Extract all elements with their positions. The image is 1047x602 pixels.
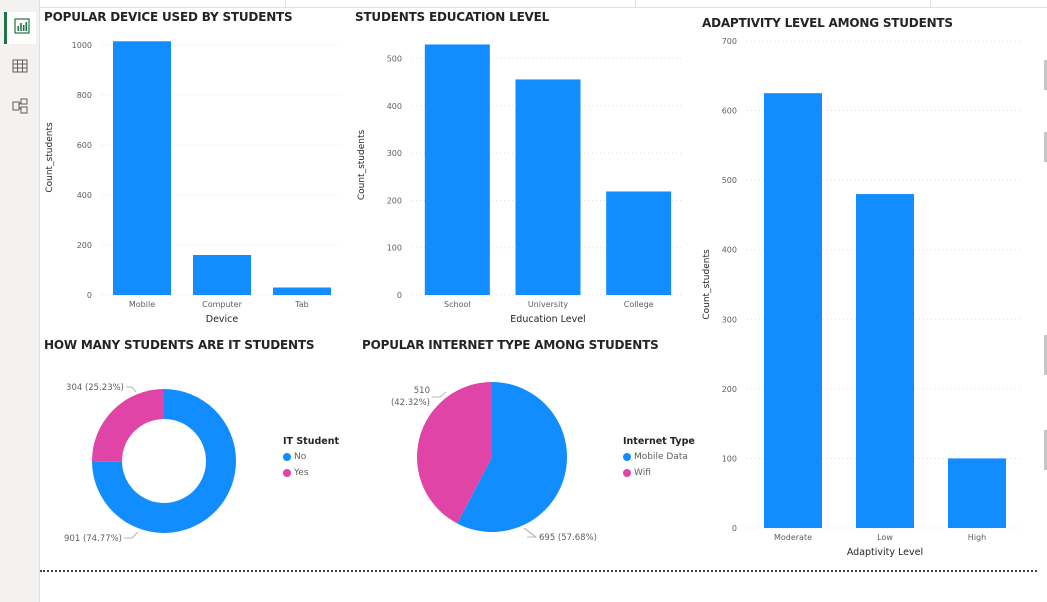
y-tick-label: 400 (722, 246, 737, 255)
adaptivity-chart-svg: 0 100 200 300 400 500 600 700 Moderate Low High Ada… (702, 37, 1023, 558)
bar-low (856, 194, 914, 529)
y-tick-label: 400 (387, 102, 402, 111)
legend-title: IT Student (283, 436, 340, 447)
legend-label: Yes (294, 468, 309, 478)
legend-label: Mobile Data (634, 452, 688, 462)
bar-high (948, 458, 1006, 528)
y-tick-label: 600 (722, 107, 737, 116)
y-axis-title: Count_students (357, 130, 367, 201)
y-tick-label: 500 (387, 55, 402, 64)
y-tick-label: 200 (722, 385, 737, 394)
y-tick-label: 600 (77, 141, 92, 150)
x-axis-title: Device (206, 314, 239, 325)
legend-dot-icon (283, 453, 291, 461)
legend-item-no[interactable]: No (283, 452, 339, 462)
it-students-donut: 304 (25.23%) 901 (74.77%) (64, 383, 236, 544)
leader-line-mobile (523, 527, 538, 538)
donut-slice-yes (92, 389, 164, 463)
y-tick-label: 1000 (72, 41, 92, 50)
page-boundary (40, 570, 1037, 572)
y-tick-label: 200 (77, 241, 92, 250)
legend-item-wifi[interactable]: Wifi (623, 468, 695, 478)
data-label-no: 901 (74.77%) (64, 534, 122, 544)
x-tick-label: College (624, 300, 654, 309)
internet-type-chart[interactable]: POPULAR INTERNET TYPE AMONG STUDENTS 510… (352, 330, 697, 565)
y-axis-title: Count_students (45, 122, 55, 193)
y-tick-label: 800 (77, 91, 92, 100)
it-student-legend[interactable]: IT Student No Yes (283, 436, 339, 484)
device-chart[interactable]: POPULAR DEVICE USED BY STUDENTS 0 200 400 6… (40, 8, 352, 328)
y-tick-label: 700 (722, 37, 737, 46)
leader-line-wifi (432, 391, 447, 398)
pie-slice-mobile-data (457, 382, 567, 532)
legend-item-yes[interactable]: Yes (283, 468, 339, 478)
leader-line-no (124, 531, 139, 539)
data-label-yes: 304 (25.23%) (66, 383, 124, 393)
device-chart-svg: 0 200 400 600 800 1000 Mobile Computer Tab Device… (45, 41, 342, 325)
y-tick-label: 0 (397, 291, 402, 300)
table-view-button[interactable] (4, 52, 36, 84)
it-students-chart-title: HOW MANY STUDENTS ARE IT STUDENTS (44, 338, 315, 352)
legend-dot-icon (283, 469, 291, 477)
x-tick-label: University (528, 300, 569, 309)
report-view-button[interactable] (4, 12, 36, 44)
model-view-icon (12, 98, 28, 118)
y-tick-label: 400 (77, 191, 92, 200)
legend-label: No (294, 452, 307, 462)
y-tick-label: 200 (387, 196, 402, 205)
x-tick-label: Low (877, 533, 893, 542)
y-axis-title: Count_students (702, 249, 712, 320)
leader-line-yes (126, 386, 137, 393)
it-students-chart[interactable]: HOW MANY STUDENTS ARE IT STUDENTS 304 (2… (40, 330, 350, 565)
education-chart-svg: 0 100 200 300 400 500 School University College E… (357, 44, 684, 325)
x-tick-label: Tab (294, 300, 309, 309)
device-chart-title: POPULAR DEVICE USED BY STUDENTS (44, 10, 293, 24)
adaptivity-chart[interactable]: ADAPTIVITY LEVEL AMONG STUDENTS 0 100 200 3… (697, 8, 1027, 563)
y-tick-label: 300 (387, 149, 402, 158)
view-switcher-rail (0, 0, 40, 602)
legend-label: Wifi (634, 468, 651, 478)
bar-college (606, 191, 672, 295)
legend-dot-icon (623, 469, 631, 477)
data-label-mobile: 695 (57.68%) (539, 533, 597, 543)
y-tick-label: 100 (387, 244, 402, 253)
x-tick-label: Moderate (774, 533, 812, 542)
canvas-right-edge (1039, 0, 1047, 602)
model-view-button[interactable] (4, 92, 36, 124)
canvas-top-strip (40, 0, 1047, 8)
bar-tab (273, 287, 331, 295)
legend-title: Internet Type (623, 436, 695, 447)
bar-university (515, 79, 581, 295)
x-axis-title: Adaptivity Level (847, 547, 923, 558)
data-label-wifi-count: 510 (414, 386, 430, 396)
bar-mobile (113, 41, 171, 295)
bar-moderate (764, 93, 822, 528)
y-tick-label: 0 (732, 524, 737, 533)
donut-slice-no (92, 389, 236, 533)
x-tick-label: Mobile (129, 300, 155, 309)
bar-computer (193, 255, 251, 295)
x-tick-label: School (444, 300, 471, 309)
x-tick-label: Computer (202, 300, 242, 309)
report-view-icon (13, 18, 30, 38)
y-tick-label: 300 (722, 315, 737, 324)
education-chart-title: STUDENTS EDUCATION LEVEL (355, 10, 550, 24)
data-label-wifi-percent: (42.32%) (391, 398, 430, 408)
legend-item-mobile-data[interactable]: Mobile Data (623, 452, 695, 462)
internet-type-pie: 510 (42.32%) 695 (57.68%) (391, 382, 597, 543)
x-axis-title: Education Level (510, 314, 585, 325)
y-tick-label: 500 (722, 176, 737, 185)
table-view-icon (12, 58, 28, 78)
internet-type-legend[interactable]: Internet Type Mobile Data Wifi (623, 436, 695, 484)
internet-type-chart-title: POPULAR INTERNET TYPE AMONG STUDENTS (362, 338, 659, 352)
y-tick-label: 0 (87, 291, 92, 300)
education-chart[interactable]: STUDENTS EDUCATION LEVEL 0 100 200 300 400 50… (352, 8, 692, 328)
x-tick-label: High (968, 533, 986, 542)
adaptivity-chart-title: ADAPTIVITY LEVEL AMONG STUDENTS (702, 16, 953, 30)
pie-slice-wifi (416, 382, 492, 524)
legend-dot-icon (623, 453, 631, 461)
y-tick-label: 100 (722, 454, 737, 463)
bar-school (424, 44, 490, 295)
